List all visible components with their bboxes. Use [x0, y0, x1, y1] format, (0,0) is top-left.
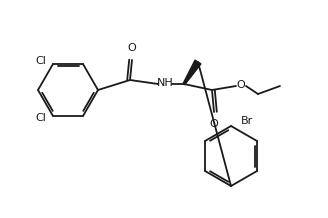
Text: Cl: Cl [35, 113, 46, 123]
Text: Br: Br [241, 116, 253, 126]
Text: Cl: Cl [35, 56, 46, 66]
Polygon shape [183, 60, 201, 85]
Text: O: O [128, 43, 136, 53]
Text: O: O [210, 119, 218, 129]
Text: NH: NH [157, 78, 174, 88]
Text: O: O [236, 80, 245, 90]
